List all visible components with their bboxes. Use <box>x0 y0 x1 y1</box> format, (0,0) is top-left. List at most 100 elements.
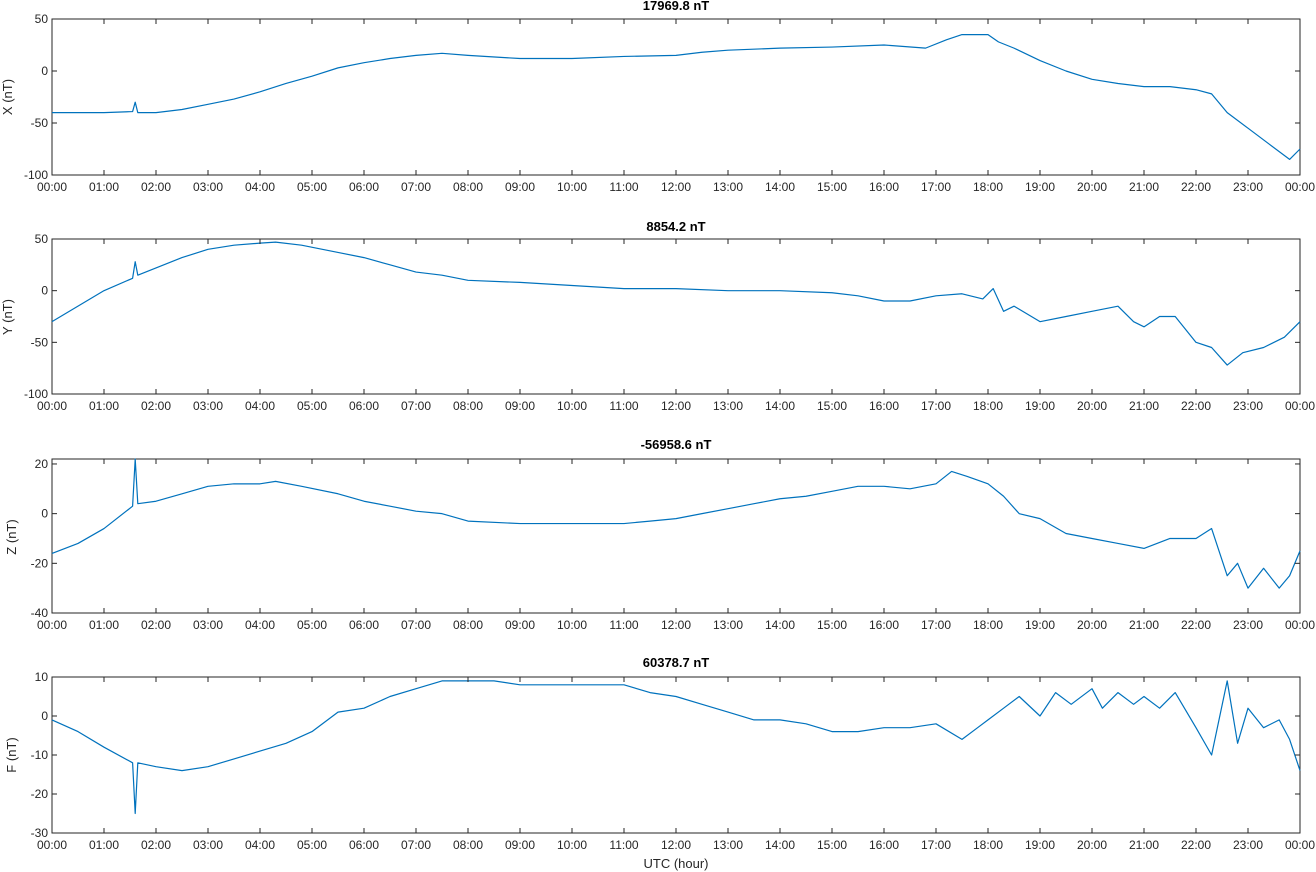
x-tick-label-f: 11:00 <box>609 838 638 852</box>
series-line-f <box>51 680 1301 815</box>
x-tick-label-y: 20:00 <box>1077 399 1107 413</box>
x-tick-label-y: 16:00 <box>869 399 899 413</box>
y-tick-label-f: 10 <box>35 670 49 684</box>
y-tick-label-z: -20 <box>31 556 49 570</box>
y-tick-label-f: -30 <box>31 826 49 840</box>
y-axis-label-x: X (nT) <box>0 79 15 115</box>
x-tick-label-y: 03:00 <box>193 399 223 413</box>
x-tick-label-x: 17:00 <box>921 180 951 194</box>
panel-title-x: 17969.8 nT <box>643 0 710 13</box>
panel-title-y: 8854.2 nT <box>646 219 705 234</box>
y-tick-label-x: 0 <box>41 64 48 78</box>
x-tick-label-z: 12:00 <box>661 618 691 632</box>
x-tick-label-y: 09:00 <box>505 399 535 413</box>
x-axis-label: UTC (hour) <box>643 856 708 871</box>
x-tick-label-f: 18:00 <box>973 838 1003 852</box>
x-tick-label-y: 15:00 <box>817 399 847 413</box>
x-tick-label-z: 18:00 <box>973 618 1003 632</box>
y-tick-label-x: -100 <box>24 168 48 182</box>
axes-box-x <box>51 18 1301 176</box>
x-tick-label-y: 04:00 <box>245 399 275 413</box>
series-line-z <box>51 458 1301 589</box>
y-tick-label-y: 0 <box>41 284 48 298</box>
x-tick-label-x: 08:00 <box>453 180 483 194</box>
x-tick-label-f: 14:00 <box>765 838 795 852</box>
y-axis-label-y: Y (nT) <box>0 299 15 335</box>
x-tick-label-z: 02:00 <box>141 618 171 632</box>
x-tick-label-f: 19:00 <box>1025 838 1055 852</box>
x-tick-label-y: 12:00 <box>661 399 691 413</box>
x-tick-label-f: 17:00 <box>921 838 951 852</box>
x-tick-label-f: 22:00 <box>1181 838 1211 852</box>
x-tick-label-z: 00:00 <box>1285 618 1315 632</box>
x-tick-label-y: 17:00 <box>921 399 951 413</box>
x-tick-label-y: 05:00 <box>297 399 327 413</box>
y-tick-label-y: 50 <box>35 232 49 246</box>
x-tick-label-x: 09:00 <box>505 180 535 194</box>
x-tick-label-f: 09:00 <box>505 838 535 852</box>
x-tick-label-f: 00:00 <box>37 838 67 852</box>
x-tick-label-x: 12:00 <box>661 180 691 194</box>
x-tick-label-f: 03:00 <box>193 838 223 852</box>
x-tick-label-f: 15:00 <box>817 838 847 852</box>
y-axis-label-z: Z (nT) <box>4 519 19 554</box>
x-tick-label-f: 05:00 <box>297 838 327 852</box>
axes-box-f <box>51 676 1301 834</box>
x-tick-label-y: 23:00 <box>1233 399 1263 413</box>
x-tick-label-f: 20:00 <box>1077 838 1107 852</box>
x-tick-label-x: 05:00 <box>297 180 327 194</box>
x-tick-label-z: 00:00 <box>37 618 67 632</box>
x-tick-label-f: 12:00 <box>661 838 691 852</box>
x-tick-label-f: 10:00 <box>557 838 587 852</box>
x-tick-label-y: 06:00 <box>349 399 379 413</box>
x-tick-label-y: 14:00 <box>765 399 795 413</box>
axes-box-z <box>51 458 1301 614</box>
x-tick-label-f: 04:00 <box>245 838 275 852</box>
x-tick-label-z: 17:00 <box>921 618 951 632</box>
x-tick-label-f: 21:00 <box>1129 838 1159 852</box>
x-tick-label-f: 00:00 <box>1285 838 1315 852</box>
x-tick-label-y: 18:00 <box>973 399 1003 413</box>
x-tick-label-x: 18:00 <box>973 180 1003 194</box>
x-tick-label-x: 19:00 <box>1025 180 1055 194</box>
x-tick-label-x: 01:00 <box>89 180 119 194</box>
x-tick-label-z: 05:00 <box>297 618 327 632</box>
x-tick-label-f: 01:00 <box>89 838 119 852</box>
x-tick-label-y: 02:00 <box>141 399 171 413</box>
x-tick-label-x: 06:00 <box>349 180 379 194</box>
y-tick-label-x: -50 <box>31 116 49 130</box>
x-tick-label-z: 11:00 <box>609 618 638 632</box>
x-tick-label-x: 22:00 <box>1181 180 1211 194</box>
y-axis-label-f: F (nT) <box>4 737 19 772</box>
x-tick-label-z: 15:00 <box>817 618 847 632</box>
y-tick-label-f: -10 <box>31 748 49 762</box>
x-tick-label-x: 21:00 <box>1129 180 1159 194</box>
x-tick-label-y: 21:00 <box>1129 399 1159 413</box>
panel-f: 60378.7 nT F (nT) 00:00 01:00 02:00 03:00 04… <box>4 655 1315 852</box>
y-tick-label-y: -50 <box>31 335 49 349</box>
x-tick-label-y: 19:00 <box>1025 399 1055 413</box>
x-tick-label-x: 07:00 <box>401 180 431 194</box>
x-tick-label-y: 11:00 <box>609 399 638 413</box>
axes-box-y <box>51 238 1301 395</box>
series-line-x <box>52 34 1301 160</box>
x-tick-label-y: 07:00 <box>401 399 431 413</box>
x-tick-label-z: 09:00 <box>505 618 535 632</box>
x-tick-label-f: 08:00 <box>453 838 483 852</box>
x-tick-label-y: 13:00 <box>713 399 743 413</box>
x-tick-label-y: 01:00 <box>89 399 119 413</box>
x-tick-label-z: 01:00 <box>89 618 119 632</box>
y-tick-label-z: 0 <box>41 507 48 521</box>
x-tick-label-z: 19:00 <box>1025 618 1055 632</box>
x-tick-label-f: 02:00 <box>141 838 171 852</box>
x-tick-label-x: 03:00 <box>193 180 223 194</box>
x-tick-label-z: 07:00 <box>401 618 431 632</box>
x-tick-label-z: 22:00 <box>1181 618 1211 632</box>
x-tick-label-z: 14:00 <box>765 618 795 632</box>
x-tick-label-y: 10:00 <box>557 399 587 413</box>
x-tick-label-x: 14:00 <box>765 180 795 194</box>
x-tick-label-x: 00:00 <box>1285 180 1315 194</box>
y-tick-label-z: 20 <box>35 457 49 471</box>
panel-y: 8854.2 nT Y (nT) 00:00 01:00 02:00 03:00 04:… <box>0 219 1315 413</box>
x-tick-label-z: 23:00 <box>1233 618 1263 632</box>
